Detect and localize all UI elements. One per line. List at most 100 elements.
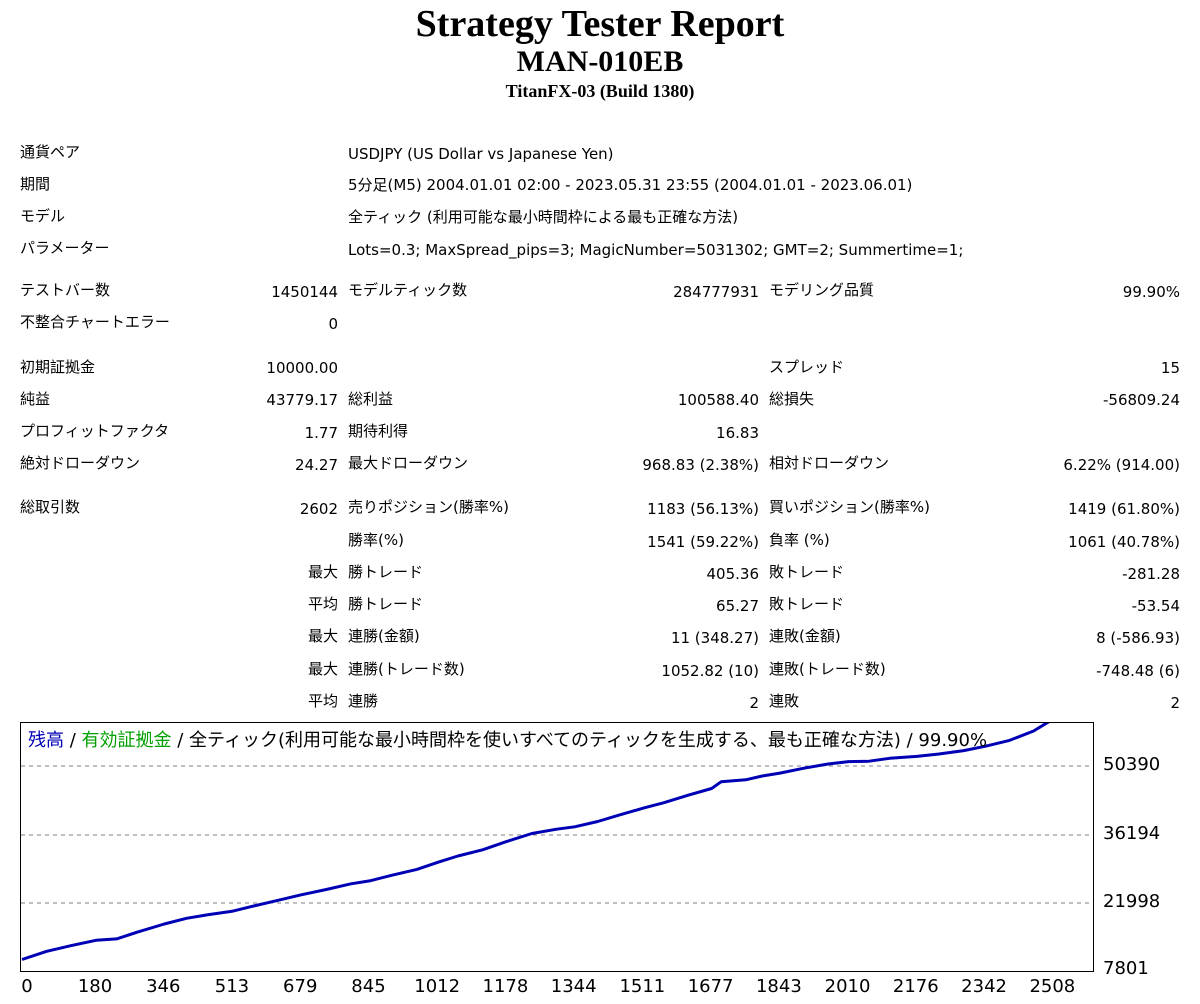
consecutive-losses-amount-label: 連敗(金額) — [769, 627, 841, 645]
net-profit-value: 43779.17 — [266, 391, 338, 409]
x-tick-label: 346 — [146, 976, 181, 997]
gross-profit-value: 100588.40 — [677, 391, 759, 409]
long-positions-value: 1419 (61.80%) — [1068, 500, 1180, 518]
y-tick-label: 7801 — [1103, 958, 1149, 979]
expected-payoff-label: 期待利得 — [348, 422, 409, 440]
period-label: 期間 — [20, 175, 51, 193]
consecutive-losses-count-value: -748.48 (6) — [1096, 662, 1180, 680]
loss-trades-label: 負率 (%) — [769, 531, 830, 549]
y-tick-label: 36194 — [1103, 823, 1161, 844]
x-tick-label: 2010 — [824, 976, 871, 997]
average-consecutive-wins-value: 2 — [749, 694, 759, 712]
chart-plot — [21, 723, 1093, 961]
x-tick-label: 2176 — [892, 976, 939, 997]
chart-legend: 残高 / 有効証拠金 / 全ティック(利用可能な最小時間枠を使いすべてのティック… — [28, 729, 987, 753]
quality-value: 99.90% — [1122, 283, 1180, 301]
legend-description: / 全ティック(利用可能な最小時間枠を使いすべてのティックを生成する、最も正確な… — [171, 730, 988, 751]
average-win-label: 勝トレード — [348, 595, 424, 613]
profit-factor-value: 1.77 — [304, 424, 338, 442]
average-label: 平均 — [307, 595, 338, 613]
long-positions-label: 買いポジション(勝率%) — [769, 498, 930, 516]
max-consecutive-count-label: 最大 — [307, 660, 338, 678]
legend-separator: / — [64, 730, 82, 751]
server-build: TitanFX-03 (Build 1380) — [505, 81, 695, 101]
bars-label: テストバー数 — [20, 281, 111, 299]
x-tick-label: 1178 — [482, 976, 529, 997]
total-trades-label: 総取引数 — [20, 498, 81, 516]
net-profit-label: 純益 — [20, 390, 51, 408]
y-tick-label: 50390 — [1103, 754, 1161, 775]
legend-equity: 有効証拠金 — [81, 730, 172, 751]
profit-trades-value: 1541 (59.22%) — [647, 533, 759, 551]
deposit-label: 初期証拠金 — [20, 358, 96, 376]
params-label: パラメーター — [20, 239, 110, 257]
profit-trades-label: 勝率(%) — [348, 531, 404, 549]
absolute-drawdown-label: 絶対ドローダウン — [20, 454, 141, 472]
gross-loss-value: -56809.24 — [1103, 391, 1180, 409]
x-tick-label: 679 — [283, 976, 318, 997]
expected-payoff-value: 16.83 — [716, 424, 759, 442]
spread-value: 15 — [1160, 359, 1180, 377]
expert-name: MAN-010EB — [516, 45, 684, 78]
y-tick-label: 21998 — [1103, 891, 1161, 912]
consecutive-wins-count-label: 連勝(トレード数) — [348, 660, 465, 678]
profit-factor-label: プロフィットファクタ — [20, 422, 170, 440]
relative-drawdown-label: 相対ドローダウン — [769, 454, 890, 472]
model-value: 全ティック (利用可能な最小時間枠による最も正確な方法) — [348, 208, 739, 226]
largest-label: 最大 — [307, 563, 338, 581]
params-value: Lots=0.3; MaxSpread_pips=3; MagicNumber=… — [348, 241, 964, 259]
maximal-drawdown-label: 最大ドローダウン — [348, 454, 469, 472]
bars-value: 1450144 — [271, 283, 338, 301]
average-loss-value: -53.54 — [1131, 597, 1180, 615]
x-tick-label: 1012 — [414, 976, 461, 997]
mismatch-label: 不整合チャートエラー — [20, 313, 170, 331]
relative-drawdown-value: 6.22% (914.00) — [1063, 456, 1180, 474]
mismatch-value: 0 — [328, 315, 338, 333]
short-positions-value: 1183 (56.13%) — [647, 500, 759, 518]
x-tick-label: 1677 — [687, 976, 734, 997]
x-tick-label: 845 — [351, 976, 386, 997]
absolute-drawdown-value: 24.27 — [295, 456, 338, 474]
balance-chart — [20, 722, 1094, 972]
symbol-value: USDJPY (US Dollar vs Japanese Yen) — [348, 145, 614, 163]
consecutive-wins-amount-value: 11 (348.27) — [670, 629, 759, 647]
deposit-value: 10000.00 — [266, 359, 338, 377]
maximal-drawdown-value: 968.83 (2.38%) — [642, 456, 759, 474]
gross-profit-label: 総利益 — [348, 390, 394, 408]
average-consecutive-losses-label: 連敗 — [769, 692, 800, 710]
symbol-label: 通貨ペア — [20, 143, 81, 161]
report-title: Strategy Tester Report — [415, 3, 785, 45]
largest-loss-label: 敗トレード — [769, 563, 845, 581]
period-value: 5分足(M5) 2004.01.01 02:00 - 2023.05.31 23… — [348, 176, 913, 194]
total-trades-value: 2602 — [299, 500, 338, 518]
loss-trades-value: 1061 (40.78%) — [1068, 533, 1180, 551]
average-consecutive-label: 平均 — [307, 692, 338, 710]
short-positions-label: 売りポジション(勝率%) — [348, 498, 509, 516]
ticks-value: 284777931 — [673, 283, 759, 301]
consecutive-wins-count-value: 1052.82 (10) — [661, 662, 759, 680]
x-tick-label: 1843 — [755, 976, 802, 997]
ticks-label: モデルティック数 — [348, 281, 468, 299]
x-tick-label: 1511 — [619, 976, 666, 997]
consecutive-losses-amount-value: 8 (-586.93) — [1096, 629, 1180, 647]
x-tick-label: 2342 — [961, 976, 1007, 997]
gross-loss-label: 総損失 — [769, 390, 815, 408]
max-consecutive-amount-label: 最大 — [307, 627, 338, 645]
x-tick-label: 1344 — [550, 976, 597, 997]
average-consecutive-losses-value: 2 — [1170, 694, 1180, 712]
average-loss-label: 敗トレード — [769, 595, 845, 613]
x-tick-label: 0 — [21, 976, 33, 997]
consecutive-wins-amount-label: 連勝(金額) — [348, 627, 420, 645]
consecutive-losses-count-label: 連敗(トレード数) — [769, 660, 886, 678]
quality-label: モデリング品質 — [769, 281, 875, 299]
x-tick-label: 513 — [214, 976, 250, 997]
largest-loss-value: -281.28 — [1122, 565, 1180, 583]
x-tick-label: 2508 — [1029, 976, 1076, 997]
average-consecutive-wins-label: 連勝 — [348, 692, 379, 710]
x-tick-label: 180 — [77, 976, 113, 997]
largest-win-label: 勝トレード — [348, 563, 424, 581]
average-win-value: 65.27 — [716, 597, 759, 615]
spread-label: スプレッド — [769, 358, 845, 376]
balance-line — [21, 723, 1050, 961]
model-label: モデル — [20, 207, 66, 225]
